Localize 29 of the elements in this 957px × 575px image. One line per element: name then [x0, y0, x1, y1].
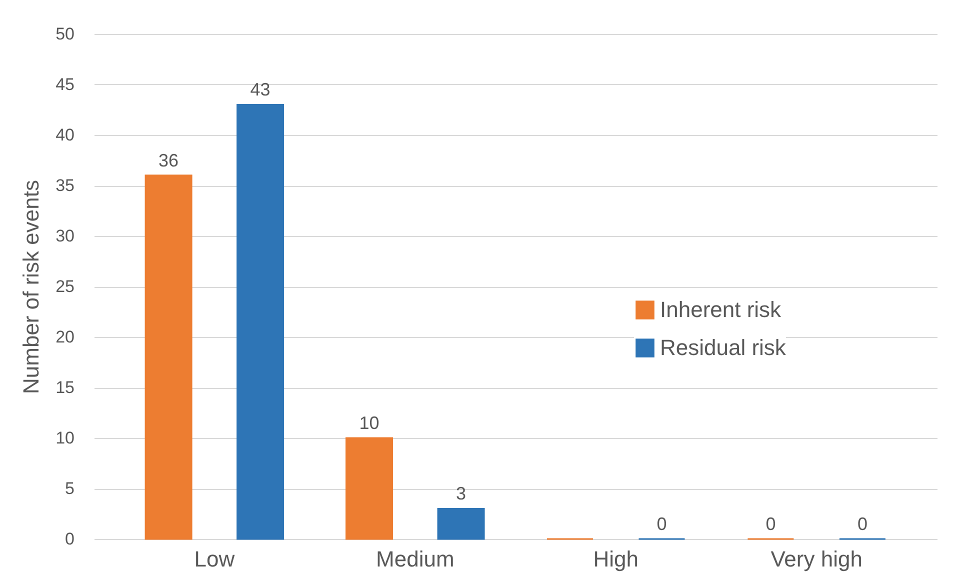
bar — [437, 508, 485, 540]
x-tick-label: Medium — [376, 546, 454, 572]
y-tick-label: 20 — [56, 328, 74, 346]
y-axis-title: Number of risk events — [18, 180, 44, 394]
bar — [346, 437, 394, 540]
data-label: 36 — [158, 150, 179, 170]
data-label: 0 — [656, 514, 667, 534]
legend-label: Inherent risk — [660, 297, 782, 322]
y-tick-label: 0 — [65, 530, 74, 548]
y-tick-label: 40 — [56, 126, 74, 144]
data-label: 10 — [359, 413, 380, 433]
x-tick-label: High — [593, 546, 638, 572]
y-tick-label: 45 — [56, 75, 74, 94]
y-tick-label: 50 — [56, 24, 74, 44]
y-tick-label: 30 — [56, 226, 74, 246]
x-tick-label: Low — [194, 546, 235, 572]
y-tick-label: 5 — [65, 479, 74, 498]
y-tick-label: 10 — [56, 428, 74, 448]
y-tick-label: 15 — [56, 378, 74, 397]
legend-label: Residual risk — [660, 335, 787, 360]
data-label: 0 — [857, 514, 868, 534]
data-label: 3 — [456, 484, 466, 504]
data-label: 43 — [250, 80, 270, 100]
y-tick-label: 25 — [56, 277, 74, 296]
y-tick-label: 35 — [56, 176, 74, 195]
bar — [236, 104, 284, 540]
x-tick-label: Very high — [770, 546, 862, 572]
bar — [144, 174, 192, 540]
data-label: 0 — [766, 514, 776, 534]
